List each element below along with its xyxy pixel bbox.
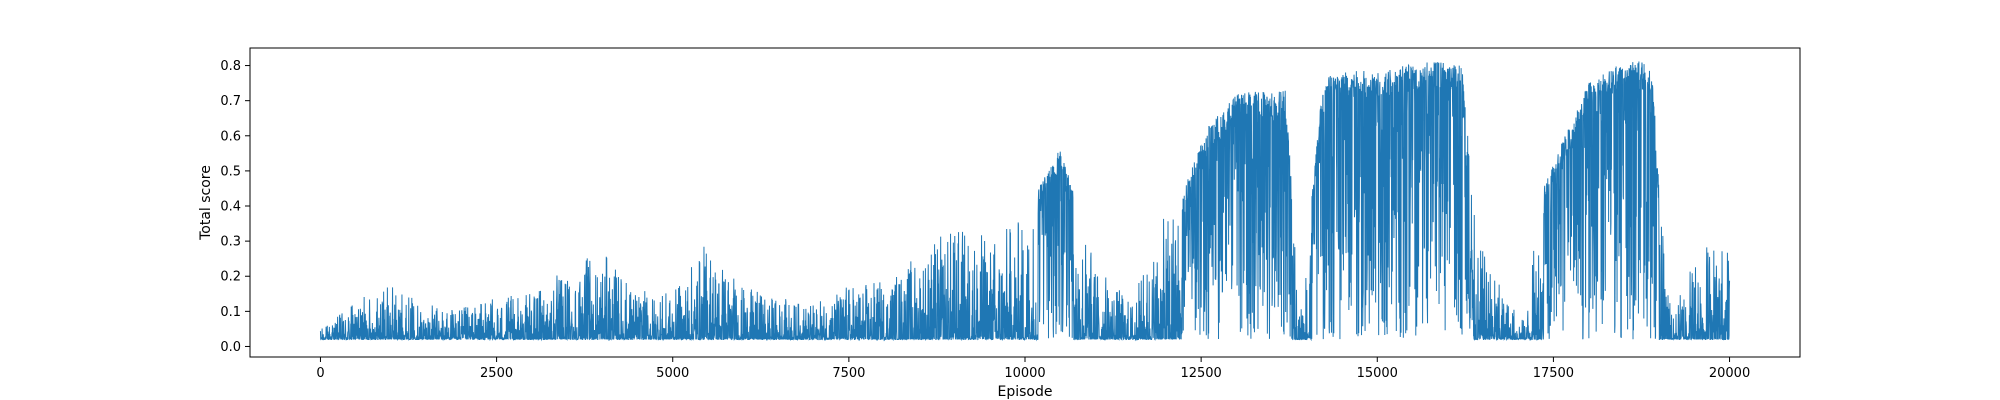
y-axis-title: Total score: [198, 165, 214, 241]
y-tick-label: 0.8: [220, 59, 241, 74]
y-tick-label: 0.4: [220, 200, 241, 215]
y-tick-label: 0.1: [220, 305, 241, 320]
x-tick-label: 5000: [656, 366, 689, 381]
x-tick-label: 0: [316, 366, 324, 381]
series-score-line: [319, 61, 1731, 342]
y-tick-label: 0.6: [220, 129, 241, 144]
y-tick-label: 0.7: [220, 94, 241, 109]
y-tick-label: 0.0: [220, 340, 241, 355]
x-tick-label: 17500: [1533, 366, 1574, 381]
x-tick-label: 10000: [1004, 366, 1045, 381]
x-tick-label: 2500: [480, 366, 513, 381]
x-tick-label: 7500: [832, 366, 865, 381]
plot-area: [249, 47, 1801, 358]
y-axis: 0.0 0.1 0.2 0.3 0.4 0.5 0.6 0.7 0.8: [220, 59, 250, 355]
y-tick-label: 0.5: [220, 164, 241, 179]
y-tick-label: 0.2: [220, 270, 241, 285]
x-axis-title: Episode: [998, 384, 1053, 400]
x-axis: 0 2500 5000 7500 10000 12500 15000 17500 20000: [316, 357, 1750, 381]
x-tick-label: 20000: [1709, 366, 1750, 381]
x-tick-label: 12500: [1180, 366, 1221, 381]
x-tick-label: 15000: [1357, 366, 1398, 381]
y-tick-label: 0.3: [220, 235, 241, 250]
